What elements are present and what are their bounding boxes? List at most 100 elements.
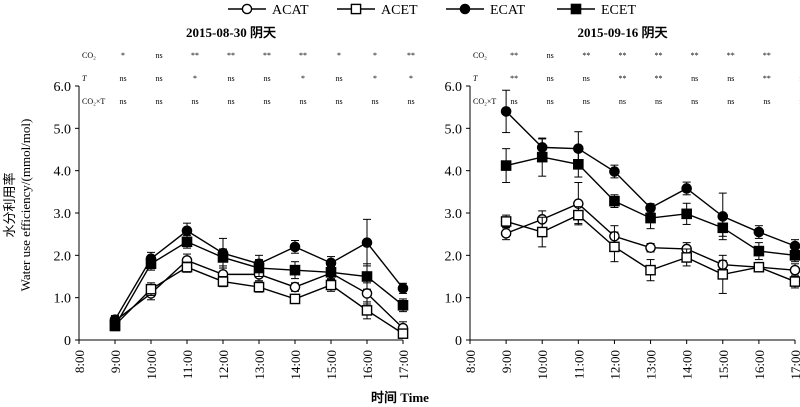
significance-mark: ns xyxy=(263,97,270,106)
data-point-acet xyxy=(325,279,337,291)
significance-row-label: CO₂ xyxy=(82,51,96,60)
data-point-acet xyxy=(289,293,301,305)
data-point-ecat xyxy=(397,283,409,294)
legend: ACAT ACET ECAT ECET xyxy=(228,3,636,18)
x-tick-label: 11:00 xyxy=(180,350,195,379)
y-tick-label: 1.0 xyxy=(445,292,463,307)
data-point-ecet xyxy=(253,262,265,274)
significance-mark: ns xyxy=(547,51,554,60)
y-axis-label-chinese: 水分利用率 xyxy=(2,172,17,237)
significance-mark: ** xyxy=(299,51,307,60)
x-tick-label: 11:00 xyxy=(571,350,586,379)
data-point-acet xyxy=(573,209,584,221)
x-tick-label: 10:00 xyxy=(535,350,550,380)
data-point-ecat xyxy=(609,166,620,177)
significance-mark: ns xyxy=(155,74,162,83)
significance-mark: ns xyxy=(547,74,554,83)
significance-mark: ** xyxy=(655,74,663,83)
significance-mark: ** xyxy=(618,51,626,60)
significance-mark: ** xyxy=(618,74,626,83)
y-tick-label: 2.0 xyxy=(445,249,463,264)
data-point-acat xyxy=(645,242,656,254)
significance-mark: ns xyxy=(155,51,162,60)
significance-mark: * xyxy=(193,74,197,83)
data-point-ecet xyxy=(289,264,301,276)
significance-mark: * xyxy=(373,74,377,83)
y-tick-label: 1.0 xyxy=(54,292,72,307)
y-tick-label: 0 xyxy=(64,334,71,349)
y-tick-label: 3.0 xyxy=(445,207,463,222)
data-point-ecet xyxy=(217,252,229,263)
significance-mark: * xyxy=(409,74,413,83)
significance-mark: ns xyxy=(619,97,626,106)
y-tick-label: 6.0 xyxy=(445,80,463,95)
data-point-acat xyxy=(789,264,800,276)
legend-marker-ecat xyxy=(459,3,471,15)
series-ecet xyxy=(109,234,409,332)
y-tick-label: 4.0 xyxy=(54,165,72,180)
data-point-acet xyxy=(536,226,548,238)
significance-mark: ns xyxy=(191,97,198,106)
significance-row-label: CO₂ xyxy=(473,51,487,60)
x-tick-label: 9:00 xyxy=(499,350,514,373)
legend-label-acet: ACET xyxy=(381,3,418,18)
x-axis-label: 时间 Time xyxy=(371,390,429,405)
data-point-ecet xyxy=(145,258,157,270)
panel-right: 2015-09-16 阴天 0 1.0 2.0 3.0 4.0 5.0 6.0 8:00 9:00… xyxy=(445,25,800,380)
significance-mark: ns xyxy=(263,74,270,83)
data-point-acet xyxy=(361,305,373,316)
data-point-acat xyxy=(289,281,301,293)
legend-label-ecat: ECAT xyxy=(490,3,525,18)
x-tick-label: 8:00 xyxy=(463,350,478,373)
data-point-acat xyxy=(361,288,373,299)
data-point-acet xyxy=(753,261,765,273)
data-point-ecet xyxy=(181,236,193,248)
data-point-ecet xyxy=(109,320,121,332)
y-tick-label: 4.0 xyxy=(445,165,463,180)
significance-mark: * xyxy=(337,51,341,60)
x-tick-label: 13:00 xyxy=(252,350,267,380)
y-tick-label: 5.0 xyxy=(445,122,463,137)
significance-mark: ** xyxy=(691,51,699,60)
data-point-acet xyxy=(145,283,157,295)
data-point-acet xyxy=(609,241,620,253)
x-tick-label: 12:00 xyxy=(607,350,622,380)
x-tick-label: 15:00 xyxy=(324,350,339,380)
significance-mark: ** xyxy=(191,51,199,60)
data-point-acet xyxy=(681,252,692,263)
x-tick-label: 13:00 xyxy=(644,350,659,380)
data-point-acet xyxy=(789,276,800,287)
significance-mark: ** xyxy=(263,51,271,60)
data-point-acet xyxy=(253,281,265,293)
significance-mark: ** xyxy=(763,74,771,83)
significance-mark: ns xyxy=(655,97,662,106)
significance-mark: ** xyxy=(763,51,771,60)
significance-mark: ** xyxy=(727,51,735,60)
data-point-ecet xyxy=(753,245,765,257)
panel-title: 2015-08-30 阴天 xyxy=(186,25,277,40)
significance-mark: ns xyxy=(227,97,234,106)
significance-mark: ns xyxy=(547,97,554,106)
data-point-acet xyxy=(181,261,193,273)
data-point-acet xyxy=(397,328,409,339)
significance-row-label: CO₂×T xyxy=(473,97,496,106)
x-tick-label: 16:00 xyxy=(752,350,767,380)
x-tick-label: 16:00 xyxy=(360,350,375,380)
significance-mark: ns xyxy=(155,97,162,106)
legend-marker-acet xyxy=(350,3,362,15)
significance-mark: ns xyxy=(371,97,378,106)
significance-mark: ns xyxy=(227,74,234,83)
significance-mark: ns xyxy=(407,97,414,106)
y-tick-label: 5.0 xyxy=(54,122,72,137)
legend-label-acat: ACAT xyxy=(272,3,309,18)
data-point-ecat xyxy=(181,225,193,237)
data-point-ecet xyxy=(681,208,692,220)
data-point-ecat xyxy=(289,241,301,253)
x-tick-label: 8:00 xyxy=(72,350,87,373)
series-ecet xyxy=(500,137,800,263)
significance-mark: ** xyxy=(407,51,415,60)
data-point-ecet xyxy=(536,151,548,163)
data-point-ecat xyxy=(500,106,512,117)
significance-row-label: T xyxy=(473,74,478,83)
